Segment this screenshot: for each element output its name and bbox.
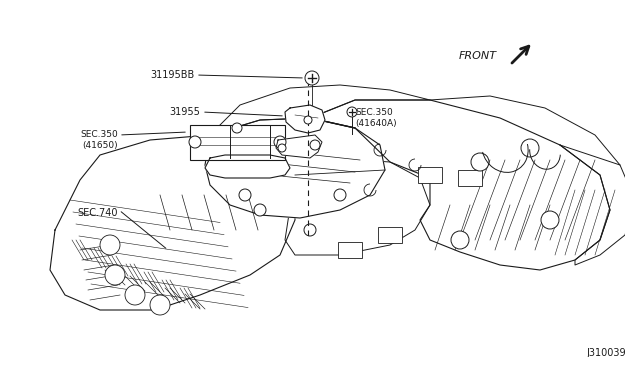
Bar <box>418 167 442 183</box>
Circle shape <box>274 136 286 148</box>
Circle shape <box>334 189 346 201</box>
Bar <box>0 0 15 372</box>
Polygon shape <box>210 85 430 135</box>
Bar <box>0 0 640 15</box>
Circle shape <box>347 107 357 117</box>
Circle shape <box>451 231 469 249</box>
Circle shape <box>521 139 539 157</box>
Bar <box>0 357 640 372</box>
Circle shape <box>310 140 320 150</box>
Circle shape <box>305 71 319 85</box>
Circle shape <box>304 224 316 236</box>
FancyBboxPatch shape <box>190 125 285 160</box>
Bar <box>625 0 640 372</box>
Circle shape <box>100 235 120 255</box>
Circle shape <box>150 295 170 315</box>
Text: SEC.740: SEC.740 <box>77 208 118 218</box>
Circle shape <box>125 285 145 305</box>
Polygon shape <box>285 158 430 255</box>
Bar <box>458 170 482 186</box>
Circle shape <box>471 153 489 171</box>
Circle shape <box>105 265 125 285</box>
Polygon shape <box>310 100 610 270</box>
Polygon shape <box>276 135 322 158</box>
Text: 31195BB: 31195BB <box>151 70 195 80</box>
Circle shape <box>232 123 242 133</box>
Text: 31955: 31955 <box>169 107 200 117</box>
Text: FRONT: FRONT <box>459 51 497 61</box>
Polygon shape <box>205 118 385 218</box>
Circle shape <box>189 136 201 148</box>
Bar <box>378 227 402 243</box>
Text: J310039K: J310039K <box>586 348 632 358</box>
Polygon shape <box>560 145 635 265</box>
Circle shape <box>239 189 251 201</box>
Bar <box>338 242 362 258</box>
Text: SEC.350
(41640A): SEC.350 (41640A) <box>355 108 397 128</box>
Polygon shape <box>285 105 325 133</box>
Circle shape <box>254 204 266 216</box>
Circle shape <box>304 116 312 124</box>
Polygon shape <box>50 135 295 310</box>
Polygon shape <box>205 155 290 178</box>
Text: SEC.350
(41650): SEC.350 (41650) <box>80 130 118 150</box>
Circle shape <box>278 144 286 152</box>
Circle shape <box>541 211 559 229</box>
